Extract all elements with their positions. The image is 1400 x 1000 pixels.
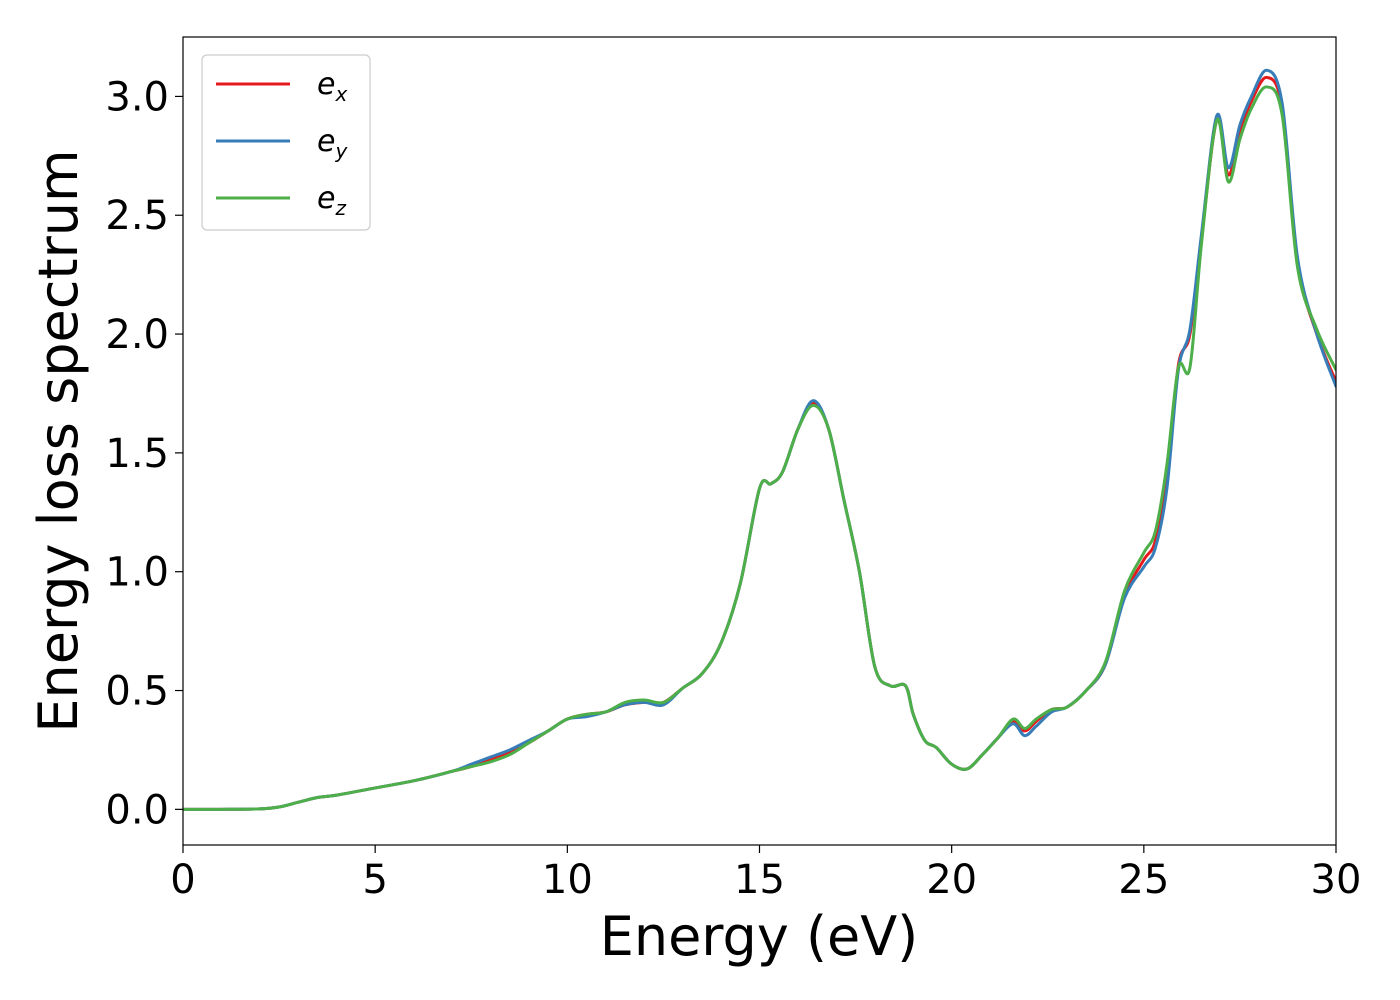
x-tick-label: 5 [362, 857, 387, 903]
y-tick-label: 1.0 [105, 550, 169, 596]
y-axis-ticks: 0.0 0.5 1.0 1.5 2.0 2.5 3.0 [105, 74, 183, 833]
x-tick-label: 15 [734, 857, 785, 903]
x-tick-label: 30 [1311, 857, 1362, 903]
y-tick-label: 0.5 [105, 669, 169, 715]
x-tick-label: 20 [926, 857, 977, 903]
y-tick-label: 0.0 [105, 787, 169, 833]
legend-label-z: ez [317, 181, 346, 220]
x-tick-label: 0 [170, 857, 195, 903]
y-tick-label: 3.0 [105, 74, 169, 120]
x-tick-label: 10 [542, 857, 593, 903]
y-tick-label: 2.0 [105, 312, 169, 358]
y-axis-label: Energy loss spectrum [27, 149, 90, 732]
series-line-z [183, 85, 1336, 811]
plot-layer [183, 68, 1336, 811]
y-tick-label: 1.5 [105, 431, 169, 477]
x-axis-ticks: 0 5 10 15 20 25 30 [170, 845, 1361, 903]
x-axis-label: Energy (eV) [600, 905, 919, 968]
x-tick-label: 25 [1118, 857, 1169, 903]
y-tick-label: 2.5 [105, 193, 169, 239]
